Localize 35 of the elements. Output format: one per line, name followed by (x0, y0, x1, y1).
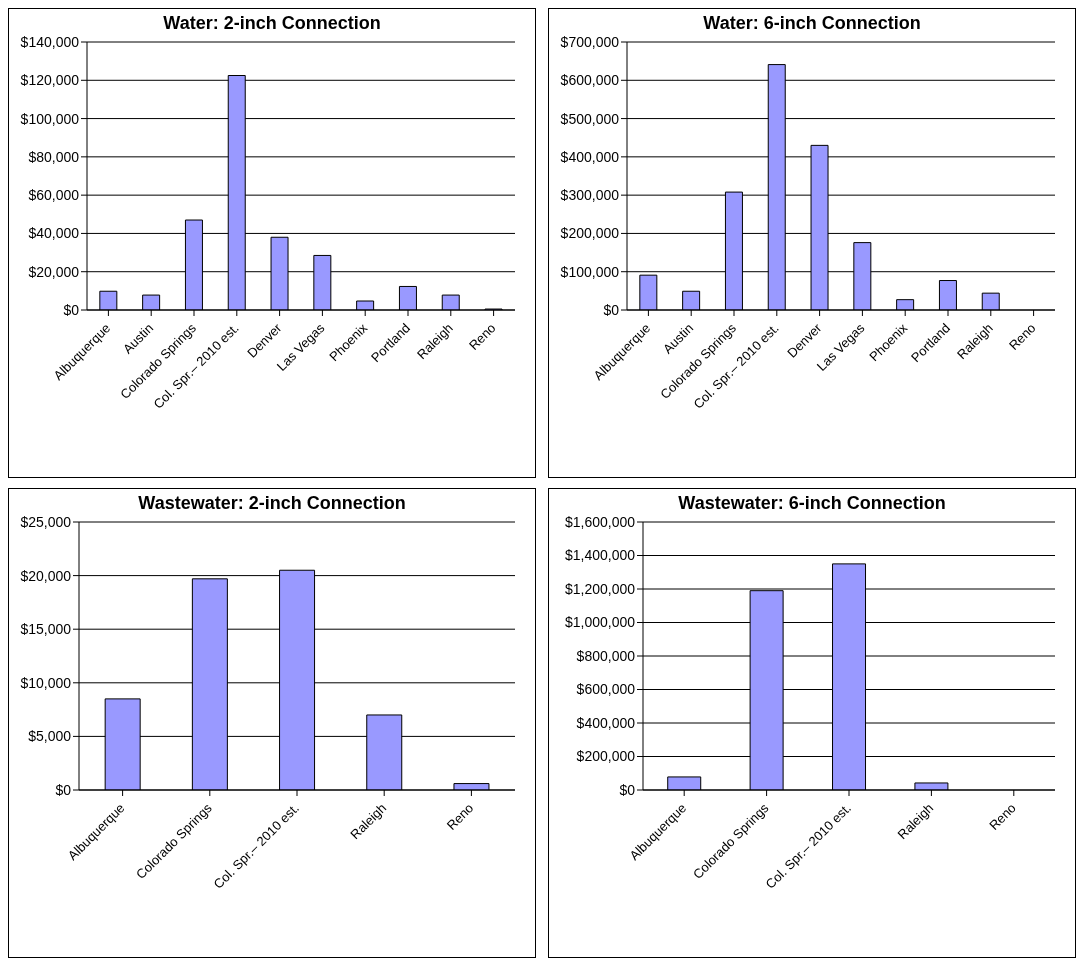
chart-title: Water: 2-inch Connection (162, 13, 382, 34)
chart-title: Wastewater: 2-inch Connection (137, 493, 407, 514)
y-tick-label: $600,000 (560, 72, 620, 89)
y-tick-label: $200,000 (560, 225, 620, 242)
y-tick-label: $300,000 (560, 187, 620, 204)
y-tick-label: $120,000 (20, 72, 80, 89)
y-tick-label: $0 (63, 301, 80, 318)
y-tick-label: $500,000 (560, 110, 620, 127)
y-tick-label: $400,000 (560, 148, 620, 165)
y-tick-label: $20,000 (28, 263, 80, 280)
y-tick-label: $20,000 (20, 567, 72, 584)
y-tick-label: $0 (619, 781, 636, 798)
y-tick-label: $0 (55, 781, 72, 798)
y-tick-label: $25,000 (20, 513, 72, 530)
y-tick-label: $15,000 (20, 621, 72, 638)
y-tick-label: $60,000 (28, 187, 80, 204)
y-tick-label: $1,400,000 (564, 547, 636, 564)
y-tick-label: $100,000 (560, 263, 620, 280)
y-tick-label: $100,000 (20, 110, 80, 127)
y-tick-label: $140,000 (20, 33, 80, 50)
y-tick-label: $5,000 (28, 728, 72, 745)
y-tick-label: $600,000 (576, 681, 636, 698)
y-tick-label: $10,000 (20, 674, 72, 691)
y-tick-label: $1,200,000 (564, 580, 636, 597)
y-tick-label: $800,000 (576, 647, 636, 664)
chart-title: Wastewater: 6-inch Connection (677, 493, 947, 514)
y-tick-label: $1,600,000 (564, 513, 636, 530)
y-tick-label: $40,000 (28, 225, 80, 242)
y-tick-label: $400,000 (576, 714, 636, 731)
y-tick-label: $0 (603, 301, 620, 318)
y-tick-label: $1,000,000 (564, 614, 636, 631)
y-tick-label: $700,000 (560, 33, 620, 50)
y-tick-label: $80,000 (28, 148, 80, 165)
chart-title: Water: 6-inch Connection (702, 13, 922, 34)
y-tick-label: $200,000 (576, 748, 636, 765)
